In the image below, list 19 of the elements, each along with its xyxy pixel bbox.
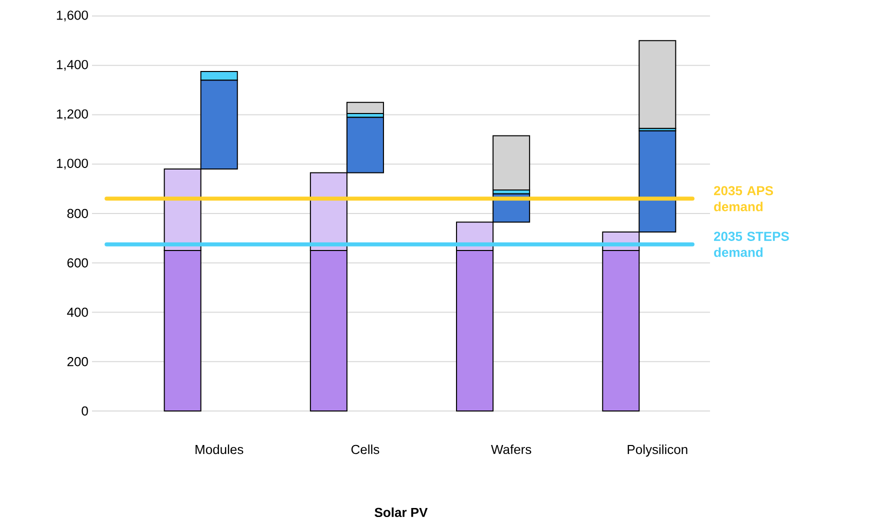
y-tick-label: 1,400 xyxy=(56,60,88,71)
y-tick-label: 1,200 xyxy=(56,109,88,120)
x-tick-label: Modules xyxy=(196,444,244,454)
bar xyxy=(638,40,676,129)
ref-line-label: 2035 APS demand xyxy=(714,186,774,212)
y-tick-label: 200 xyxy=(67,356,88,366)
y-tick-label: 0 xyxy=(82,406,88,416)
x-tick-label: Wafers xyxy=(491,444,532,454)
y-tick-label: 1,000 xyxy=(56,158,88,170)
y-tick-label: 600 xyxy=(67,258,88,268)
y-tick-label: 400 xyxy=(67,307,88,317)
bar xyxy=(492,135,530,190)
ref-line-label: 2035 STEPS demand xyxy=(714,232,789,257)
y-tick-label: 1,600 xyxy=(56,10,88,22)
x-tick-label: Polysilicon xyxy=(628,444,688,456)
x-axis-title: Solar PV xyxy=(374,507,428,517)
bar xyxy=(346,102,384,114)
x-tick-label: Cells xyxy=(351,444,380,454)
y-tick-label: 800 xyxy=(67,208,88,218)
